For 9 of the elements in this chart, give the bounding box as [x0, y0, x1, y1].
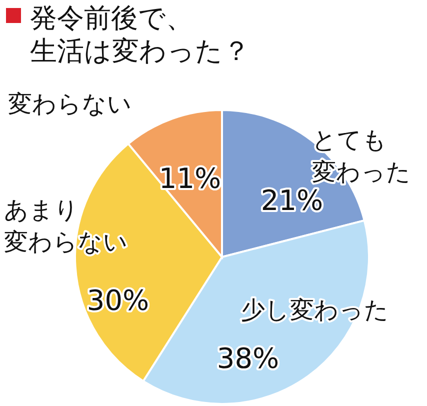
slice-label: とても変わった — [312, 126, 411, 186]
data-label: 30% — [86, 284, 150, 317]
data-label: 11% — [158, 162, 222, 195]
data-label: 21% — [260, 184, 324, 217]
data-label: 38% — [216, 342, 280, 375]
slice-label: あまり変わらない — [4, 196, 128, 256]
slice-label: 変わらない — [8, 90, 132, 118]
slice-label: 少し変わった — [241, 296, 389, 324]
title: 発令前後で、生活は変わった？ — [6, 3, 250, 67]
